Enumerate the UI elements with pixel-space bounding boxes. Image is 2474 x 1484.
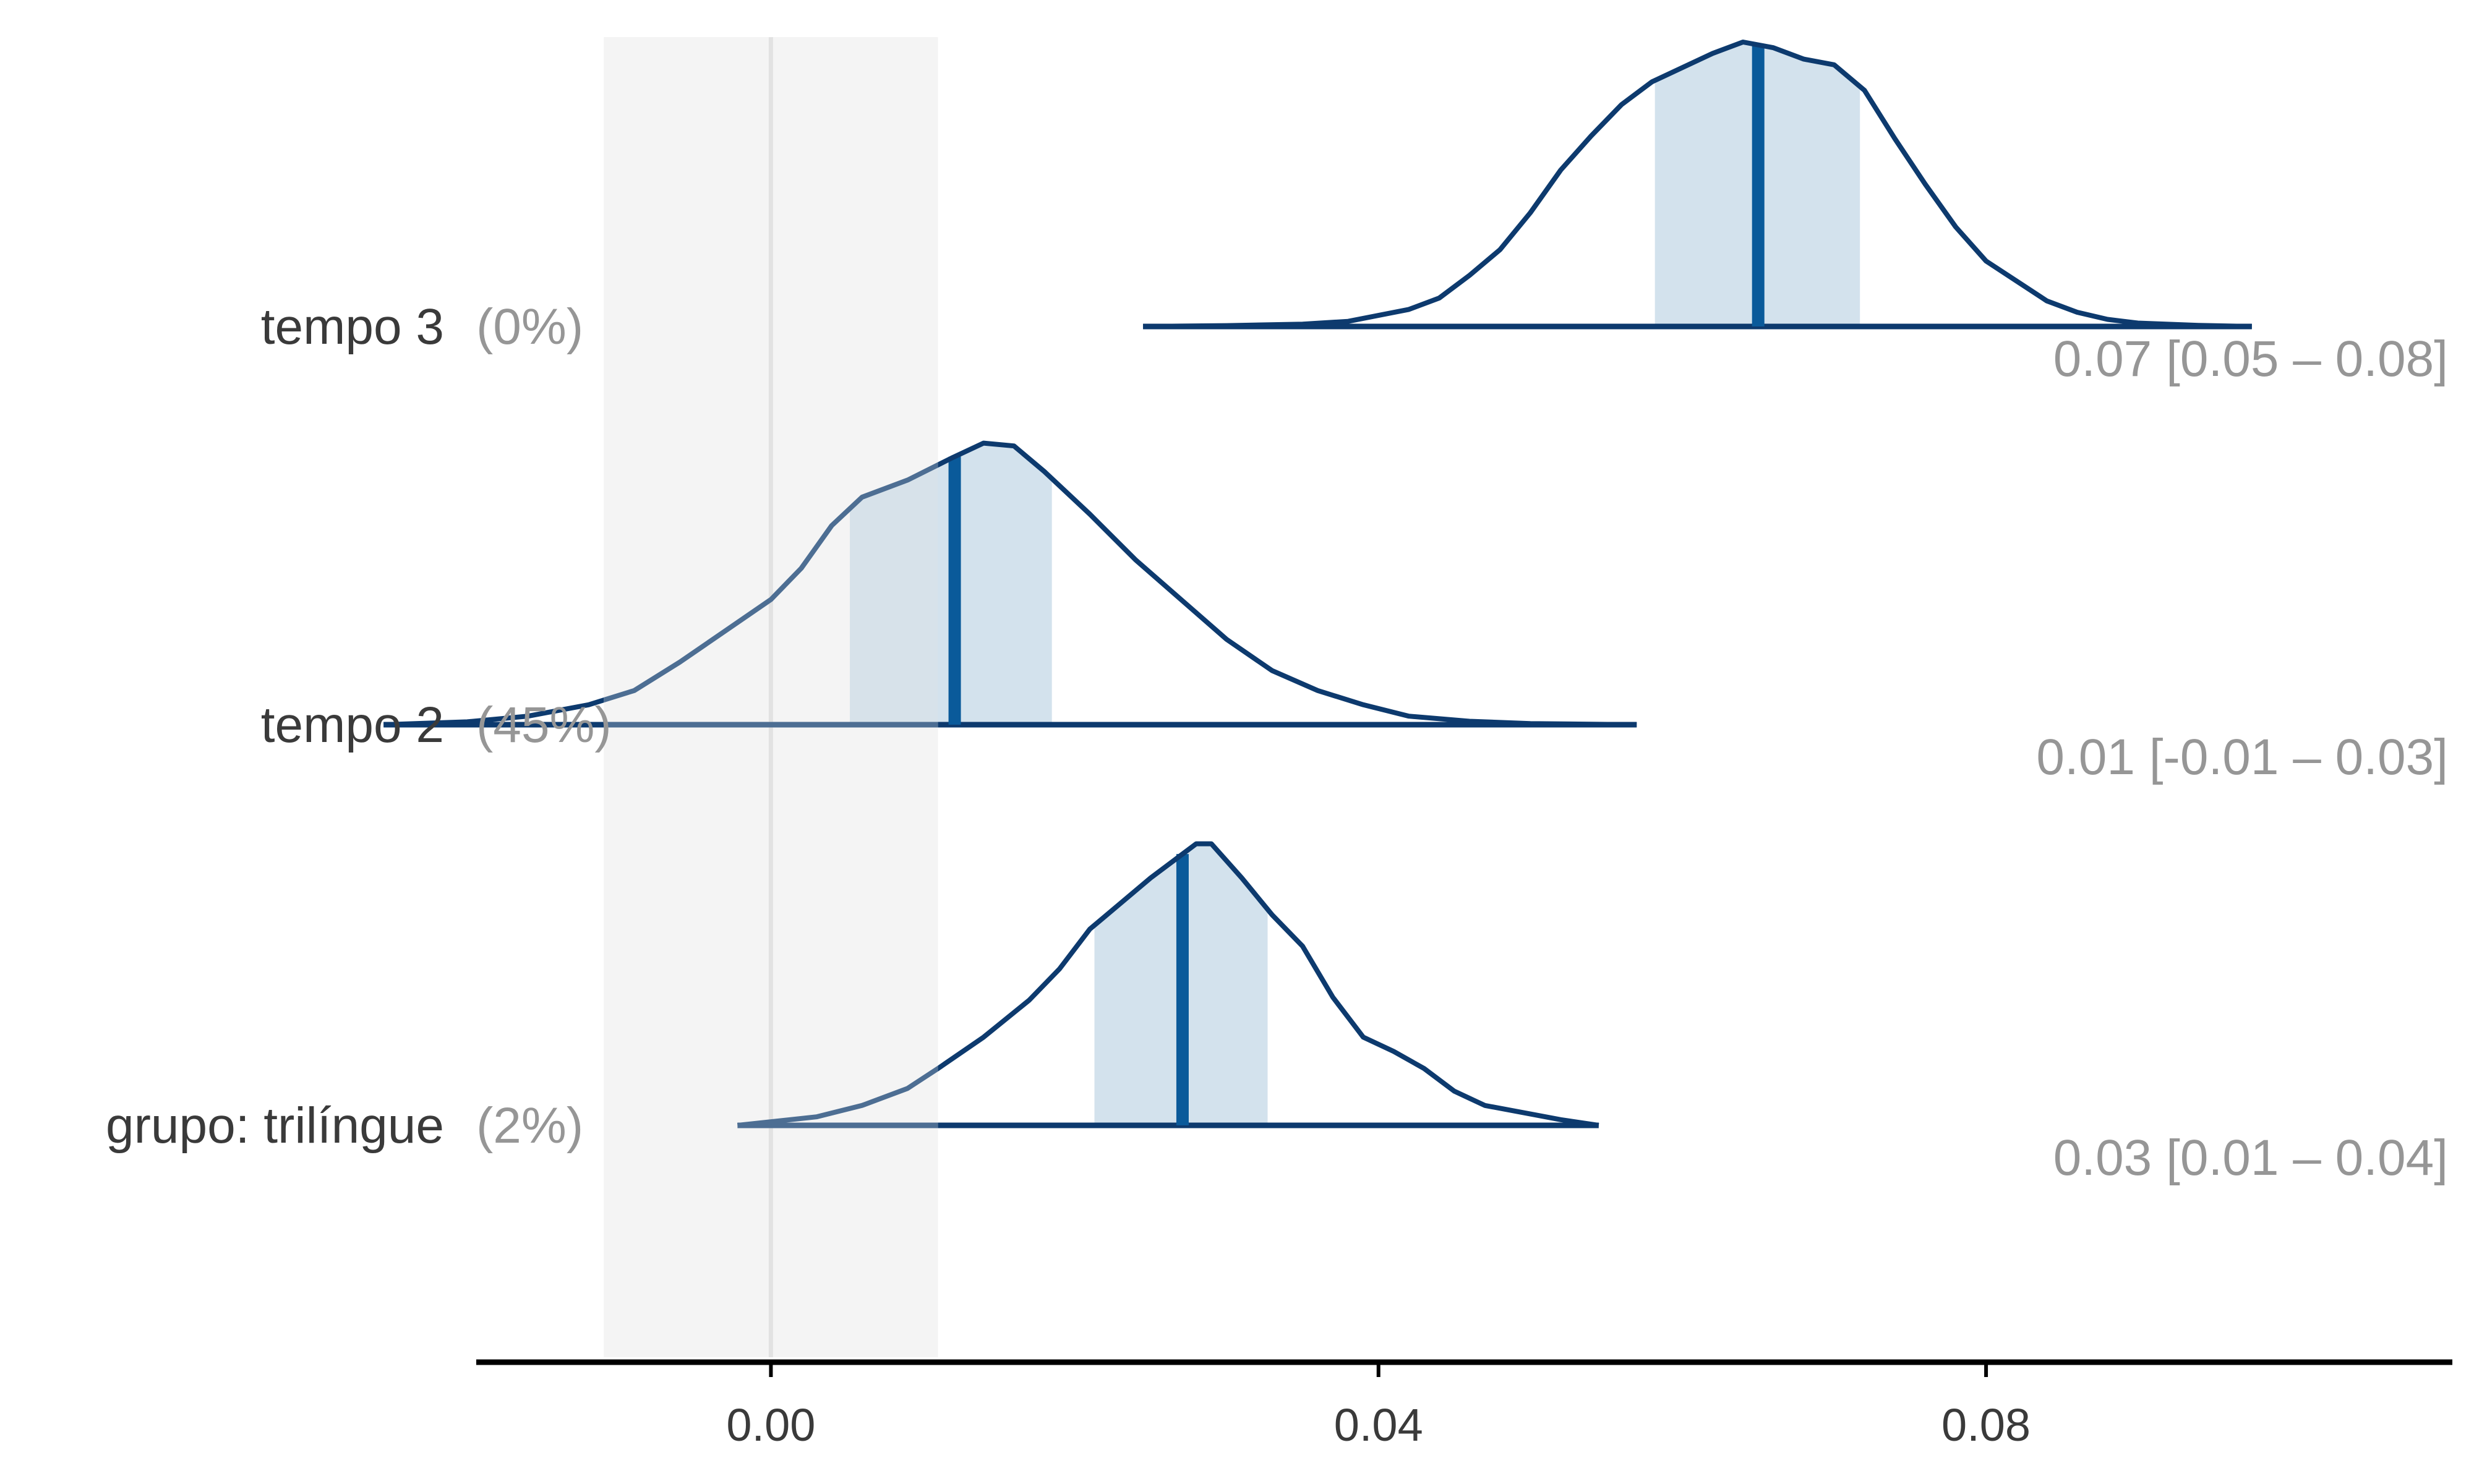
row-label: tempo 3	[261, 299, 444, 355]
x-axis: 0.00 0.04 0.08	[476, 1359, 2452, 1451]
estimate-label: 0.07 [0.05 – 0.08]	[2053, 331, 2448, 387]
estimate-label: 0.01 [-0.01 – 0.03]	[2036, 729, 2448, 785]
x-tick-label: 0.08	[1941, 1399, 2031, 1451]
density-row	[383, 440, 1637, 728]
row-label: tempo 2	[261, 697, 444, 753]
x-tick-label: 0.00	[726, 1399, 815, 1451]
estimate-label: 0.03 [0.01 – 0.04]	[2053, 1130, 2448, 1186]
density-row	[1143, 40, 2252, 330]
row-label: grupo: trilíngue	[106, 1098, 444, 1154]
density-curve-in-rope	[604, 462, 938, 703]
rope-percentage-label: (45%)	[476, 697, 612, 753]
density-curve	[737, 841, 1599, 1128]
rope-percentage-label: (0%)	[476, 299, 583, 355]
density-layer	[383, 40, 2252, 1128]
x-tick-label: 0.04	[1334, 1399, 1423, 1451]
credible-interval-band-in-rope	[850, 464, 938, 725]
density-curve	[1143, 40, 2252, 329]
rope-percentage-label: (2%)	[476, 1098, 583, 1154]
density-row	[737, 841, 1599, 1128]
row-labels: tempo 3 (0%) 0.07 [0.05 – 0.08] tempo 2 (45%…	[106, 299, 2448, 1186]
